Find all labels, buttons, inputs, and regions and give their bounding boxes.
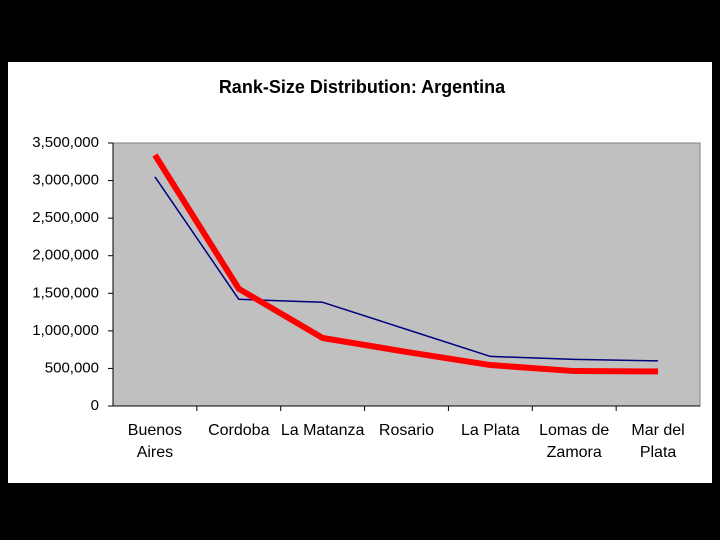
line-series xyxy=(154,176,659,362)
x-tick-label: Rosario xyxy=(378,422,435,439)
chart-title: Rank-Size Distribution: Argentina xyxy=(219,77,506,97)
x-tick-label: La Plata xyxy=(460,422,520,439)
y-tick-label: 500,000 xyxy=(45,359,99,376)
x-tick-label: La Matanza xyxy=(280,422,365,439)
x-tick-label: Buenos Aires xyxy=(127,422,183,461)
x-tick-label: Mar del Plata xyxy=(631,422,685,461)
y-tick-label: 2,500,000 xyxy=(32,209,99,226)
plot-area xyxy=(112,142,701,407)
y-tick-label: 0 xyxy=(91,397,99,414)
y-tick-label: 3,000,000 xyxy=(32,172,99,189)
y-tick-label: 2,000,000 xyxy=(32,247,99,264)
y-tick-label: 3,500,000 xyxy=(32,134,99,151)
x-tick-label: Lomas de Zamora xyxy=(539,422,610,461)
line-series xyxy=(152,153,659,375)
x-tick-label: Cordoba xyxy=(208,422,270,439)
y-tick-label: 1,000,000 xyxy=(32,322,99,339)
y-tick-label: 1,500,000 xyxy=(32,284,99,301)
